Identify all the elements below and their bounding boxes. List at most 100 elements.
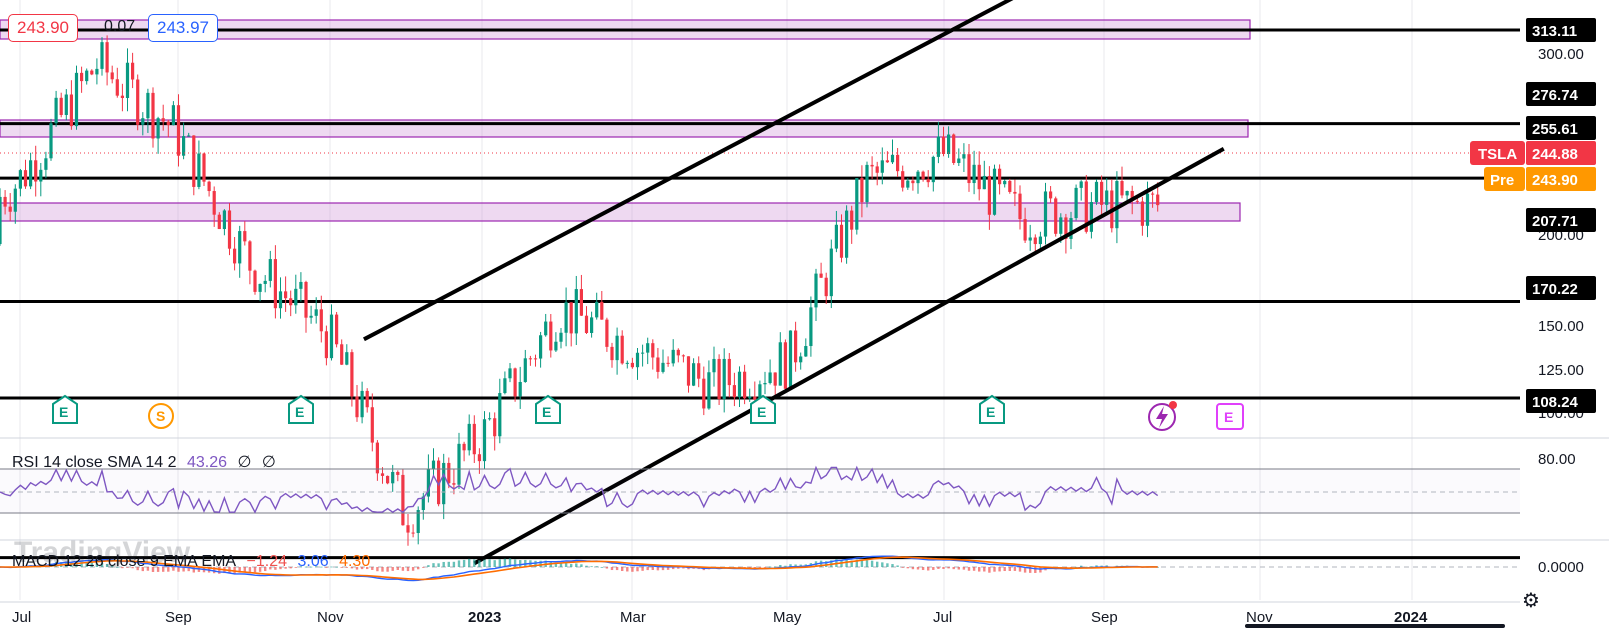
candle-body (692, 363, 696, 386)
macd-hist-bar (1029, 567, 1032, 573)
macd-hist-bar (513, 559, 517, 567)
macd-hist-bar (876, 561, 879, 567)
candle-body (625, 362, 629, 364)
candle-body (3, 196, 7, 207)
candle-body (1018, 193, 1022, 220)
candle-body (391, 471, 395, 484)
candle-body (579, 289, 583, 316)
horizontal-levels[interactable] (0, 28, 1520, 560)
macd-hist-bar (850, 560, 853, 567)
macd-hist-bar (651, 567, 654, 571)
macd-hist-bar (1085, 566, 1088, 568)
macd-hist-bar (993, 567, 996, 572)
candle-body (941, 136, 946, 154)
time-axis[interactable]: Jul Sep Nov 2023 Mar May Jul Sep Nov 202… (12, 609, 1428, 626)
svg-text:E: E (1224, 409, 1233, 425)
candle-body (533, 358, 538, 360)
candle-body (1033, 237, 1037, 245)
candle-body (1043, 191, 1048, 237)
candle-body (100, 42, 104, 69)
macd-hist-bar (636, 567, 639, 572)
candle-body (1003, 180, 1007, 185)
macd-hist-bar (141, 567, 144, 572)
candle-body (472, 423, 476, 455)
candle-body (503, 378, 507, 394)
candle-body (962, 154, 966, 159)
macd-hist-bar (595, 566, 598, 568)
candle-body (1115, 181, 1119, 229)
macd-hist-bar (105, 564, 109, 567)
macd-hist-bar (315, 566, 318, 568)
candle-body (743, 371, 747, 399)
candle-body (120, 95, 124, 99)
pre-price-label: 243.90 (1532, 172, 1578, 189)
candle-body (890, 154, 895, 163)
event-markers[interactable]: E S E E E E E (52, 394, 1244, 431)
macd-hist-bar (131, 567, 134, 569)
candle-body (80, 72, 84, 82)
candle-body (549, 321, 553, 351)
macd-legend[interactable]: MACD 12 26 close 9 EMA EMA −1.24 3.06 4.… (12, 553, 376, 571)
rsi-pane[interactable]: 80.00 (0, 451, 1576, 514)
ask-price-box[interactable]: 243.97 (148, 14, 218, 42)
macd-hist-bar (320, 566, 323, 568)
candle-body (1125, 190, 1129, 196)
candle-body (748, 396, 752, 399)
macd-hist-bar (794, 564, 797, 567)
channel-lower-line[interactable] (473, 147, 1225, 566)
candle-body (819, 273, 823, 278)
macd-value: 3.06 (297, 553, 329, 570)
time-scrollbar[interactable] (1245, 624, 1505, 628)
candle-body (335, 314, 339, 345)
macd-hist-bar (340, 567, 343, 568)
candle-body (717, 358, 721, 400)
candle-body (146, 92, 150, 119)
macd-hist-bar (192, 567, 195, 573)
candle-body (462, 443, 466, 451)
candle-body (467, 423, 471, 451)
macd-hist-bar (881, 562, 884, 567)
macd-pane[interactable]: 0.0000 (0, 555, 1584, 582)
candle-body (176, 105, 181, 156)
price-candles (0, 35, 1160, 546)
time-label: Nov (1246, 609, 1273, 626)
candle-body (523, 358, 527, 382)
candle-body (431, 460, 436, 470)
candle-body (783, 342, 787, 389)
macd-hist-bar (1023, 567, 1027, 573)
macd-hist-bar (493, 560, 496, 567)
rsi-legend[interactable]: RSI 14 close SMA 14 2 43.26 ∅ ∅ (12, 452, 282, 472)
macd-hist-bar (111, 565, 114, 567)
candle-body (1094, 181, 1099, 203)
svg-text:E: E (59, 404, 68, 420)
candle-body (268, 259, 272, 281)
macd-hist-bar (70, 562, 73, 567)
candle-body (1140, 201, 1144, 226)
macd-hist-bar (978, 567, 981, 572)
candle-body (238, 231, 242, 264)
candle-body (294, 288, 298, 306)
symbol-price-badge: TSLA 244.88 Pre 243.90 (1470, 141, 1596, 191)
candle-body (258, 283, 262, 292)
candle-body (722, 358, 726, 400)
candle-body (814, 273, 818, 308)
macd-hist-bar (508, 558, 512, 567)
gear-icon[interactable]: ⚙ (1522, 590, 1540, 612)
candle-body (74, 72, 79, 127)
macd-hist-bar (1018, 567, 1022, 572)
candle-body (289, 298, 293, 306)
earnings-marker: E (750, 394, 776, 424)
zones[interactable] (0, 19, 1251, 222)
candle-body (605, 319, 609, 347)
rsi-value-3: ∅ (261, 454, 276, 471)
bid-price-box[interactable]: 243.90 (8, 14, 78, 42)
candle-body (539, 335, 543, 359)
macd-hist-bar (248, 567, 252, 572)
candle-body (477, 454, 481, 462)
macd-hist-bar (590, 566, 593, 568)
candle-body (85, 70, 89, 82)
candle-body (488, 418, 492, 420)
channel-upper-line[interactable] (363, 0, 1108, 342)
level-label: 255.61 (1532, 121, 1578, 138)
